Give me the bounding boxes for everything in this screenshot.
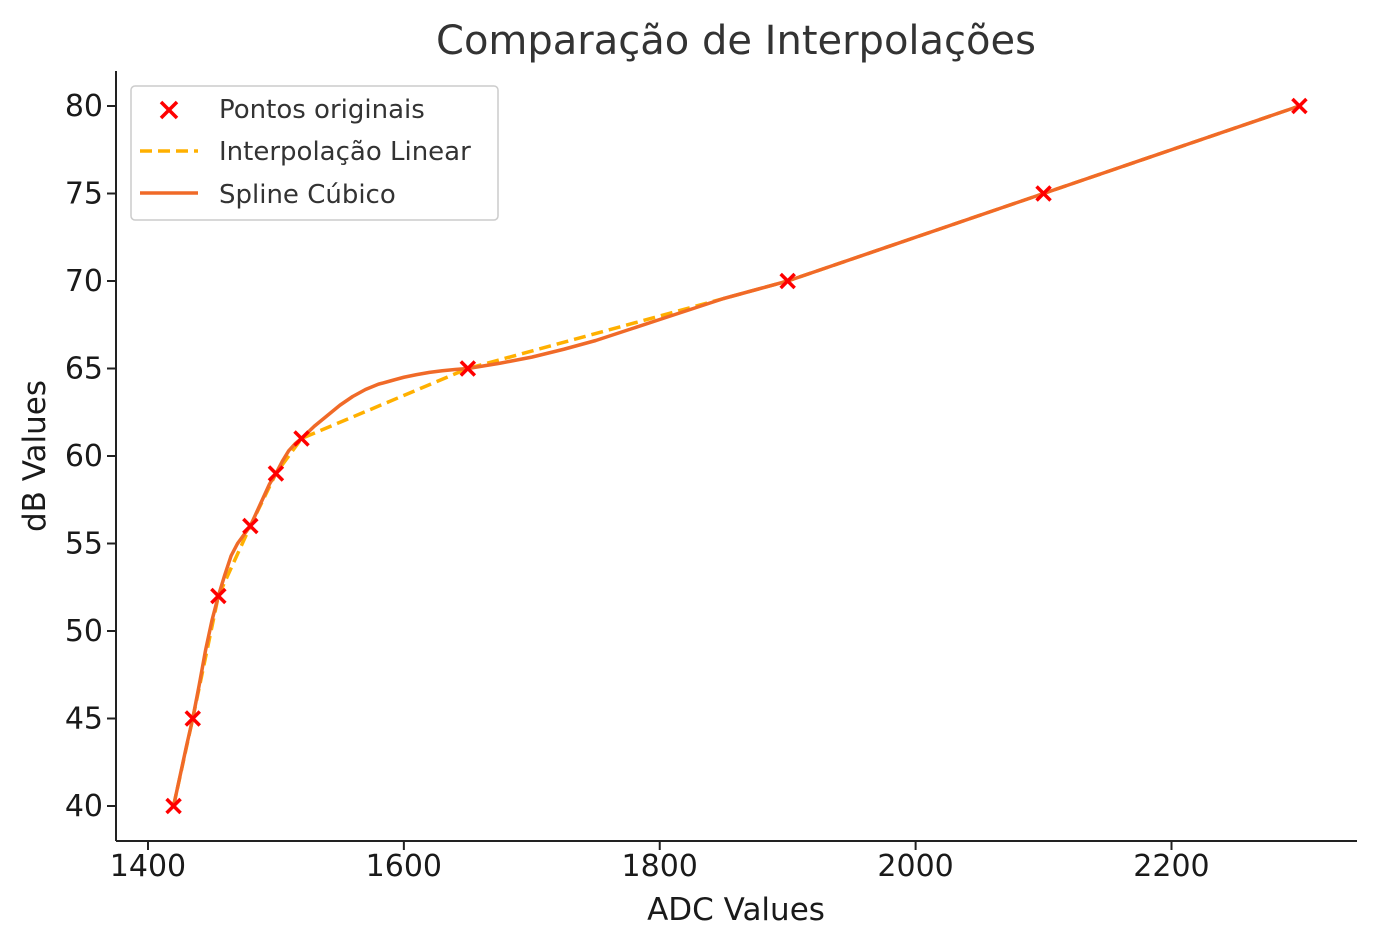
data-point <box>293 430 310 447</box>
y-axis-label: dB Values <box>17 380 53 532</box>
legend-label-pontos-originais: Pontos originais <box>219 95 425 125</box>
x-tick-label: 1400 <box>110 849 186 884</box>
y-tick-label: 60 <box>65 439 103 474</box>
y-tick-label: 70 <box>65 264 103 299</box>
data-point <box>267 465 285 482</box>
y-ticks: 40 45 50 55 60 65 70 75 80 <box>65 89 116 824</box>
legend-label-spline-cubico: Spline Cúbico <box>219 180 396 210</box>
y-tick-label: 40 <box>65 789 103 824</box>
series-line-spline-cubico <box>171 104 1300 807</box>
legend-label-interpolacao-linear: Interpolação Linear <box>219 137 471 167</box>
data-point <box>242 517 259 535</box>
data-point <box>184 710 202 727</box>
data-point <box>1291 97 1308 115</box>
legend: Pontos originais Interpolação Linear Spl… <box>130 85 499 221</box>
legend-marker-pontos-originais <box>159 100 179 120</box>
y-tick-label: 45 <box>65 702 103 737</box>
data-point <box>779 272 796 290</box>
x-axis-label: ADC Values <box>647 892 825 928</box>
x-tick-label: 2200 <box>1133 849 1209 884</box>
y-tick-label: 55 <box>65 527 103 562</box>
x-tick-label: 1800 <box>622 849 698 884</box>
x-tick-label: 1600 <box>366 849 442 884</box>
x-ticks: 1400 1600 1800 2000 2200 <box>110 841 1210 884</box>
legend-box <box>130 85 499 221</box>
y-tick-label: 75 <box>65 177 103 212</box>
data-point <box>210 587 227 605</box>
chart-title: Comparação de Interpolações <box>436 18 1036 64</box>
data-point <box>165 797 182 815</box>
x-tick-label: 2000 <box>877 849 953 884</box>
plot-area <box>165 97 1308 815</box>
y-tick-label: 50 <box>65 614 103 649</box>
y-tick-label: 80 <box>65 89 103 124</box>
data-point <box>459 360 477 377</box>
data-point <box>1035 185 1052 202</box>
y-tick-label: 65 <box>65 352 103 387</box>
